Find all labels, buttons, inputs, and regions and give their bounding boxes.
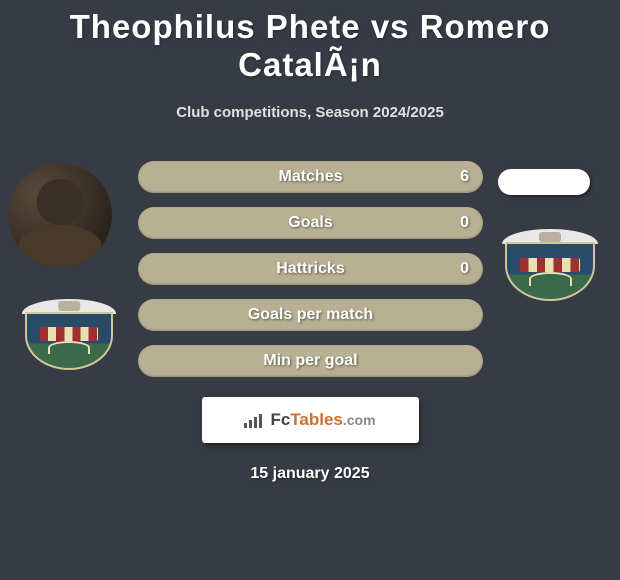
stat-label: Min per goal: [138, 352, 483, 370]
stat-label: Goals per match: [138, 306, 483, 324]
bar-chart-icon: [244, 412, 264, 428]
club-badge-right: [500, 229, 600, 313]
stat-label: Matches: [138, 168, 483, 186]
content-area: Matches 6 Goals 0 Hattricks 0 Goals per …: [0, 161, 620, 377]
stat-row-hattricks: Hattricks 0: [138, 253, 483, 285]
page-title: Theophilus Phete vs Romero CatalÃ¡n: [0, 0, 620, 84]
brand-com: .com: [343, 412, 376, 428]
stat-value: 6: [460, 168, 469, 186]
brand-tables: Tables: [290, 410, 343, 429]
brand-text: FcTables.com: [270, 410, 375, 430]
stat-row-goals: Goals 0: [138, 207, 483, 239]
brand-box: FcTables.com: [202, 397, 419, 443]
brand-fc: Fc: [270, 410, 290, 429]
stat-row-matches: Matches 6: [138, 161, 483, 193]
stats-list: Matches 6 Goals 0 Hattricks 0 Goals per …: [138, 161, 483, 377]
stat-row-min-per-goal: Min per goal: [138, 345, 483, 377]
player-avatar-left: [8, 163, 112, 267]
stat-value: 0: [460, 214, 469, 232]
date-text: 15 january 2025: [0, 465, 620, 483]
club-badge-left: [20, 299, 118, 381]
stat-label: Hattricks: [138, 260, 483, 278]
stat-row-goals-per-match: Goals per match: [138, 299, 483, 331]
right-blank-pill: [498, 169, 590, 195]
stat-label: Goals: [138, 214, 483, 232]
stat-value: 0: [460, 260, 469, 278]
subtitle: Club competitions, Season 2024/2025: [0, 104, 620, 121]
